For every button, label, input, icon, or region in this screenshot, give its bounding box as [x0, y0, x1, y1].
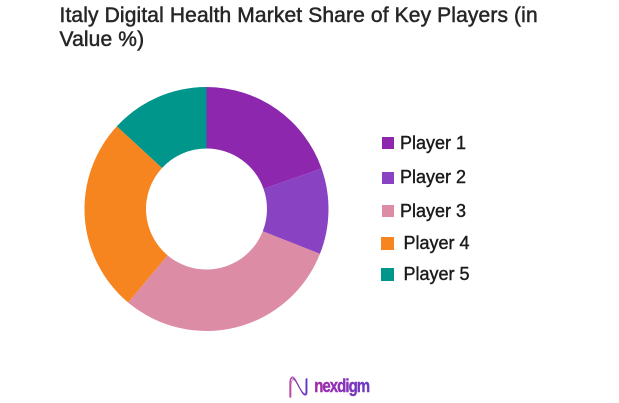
svg-text:nexdigm: nexdigm: [314, 375, 370, 396]
